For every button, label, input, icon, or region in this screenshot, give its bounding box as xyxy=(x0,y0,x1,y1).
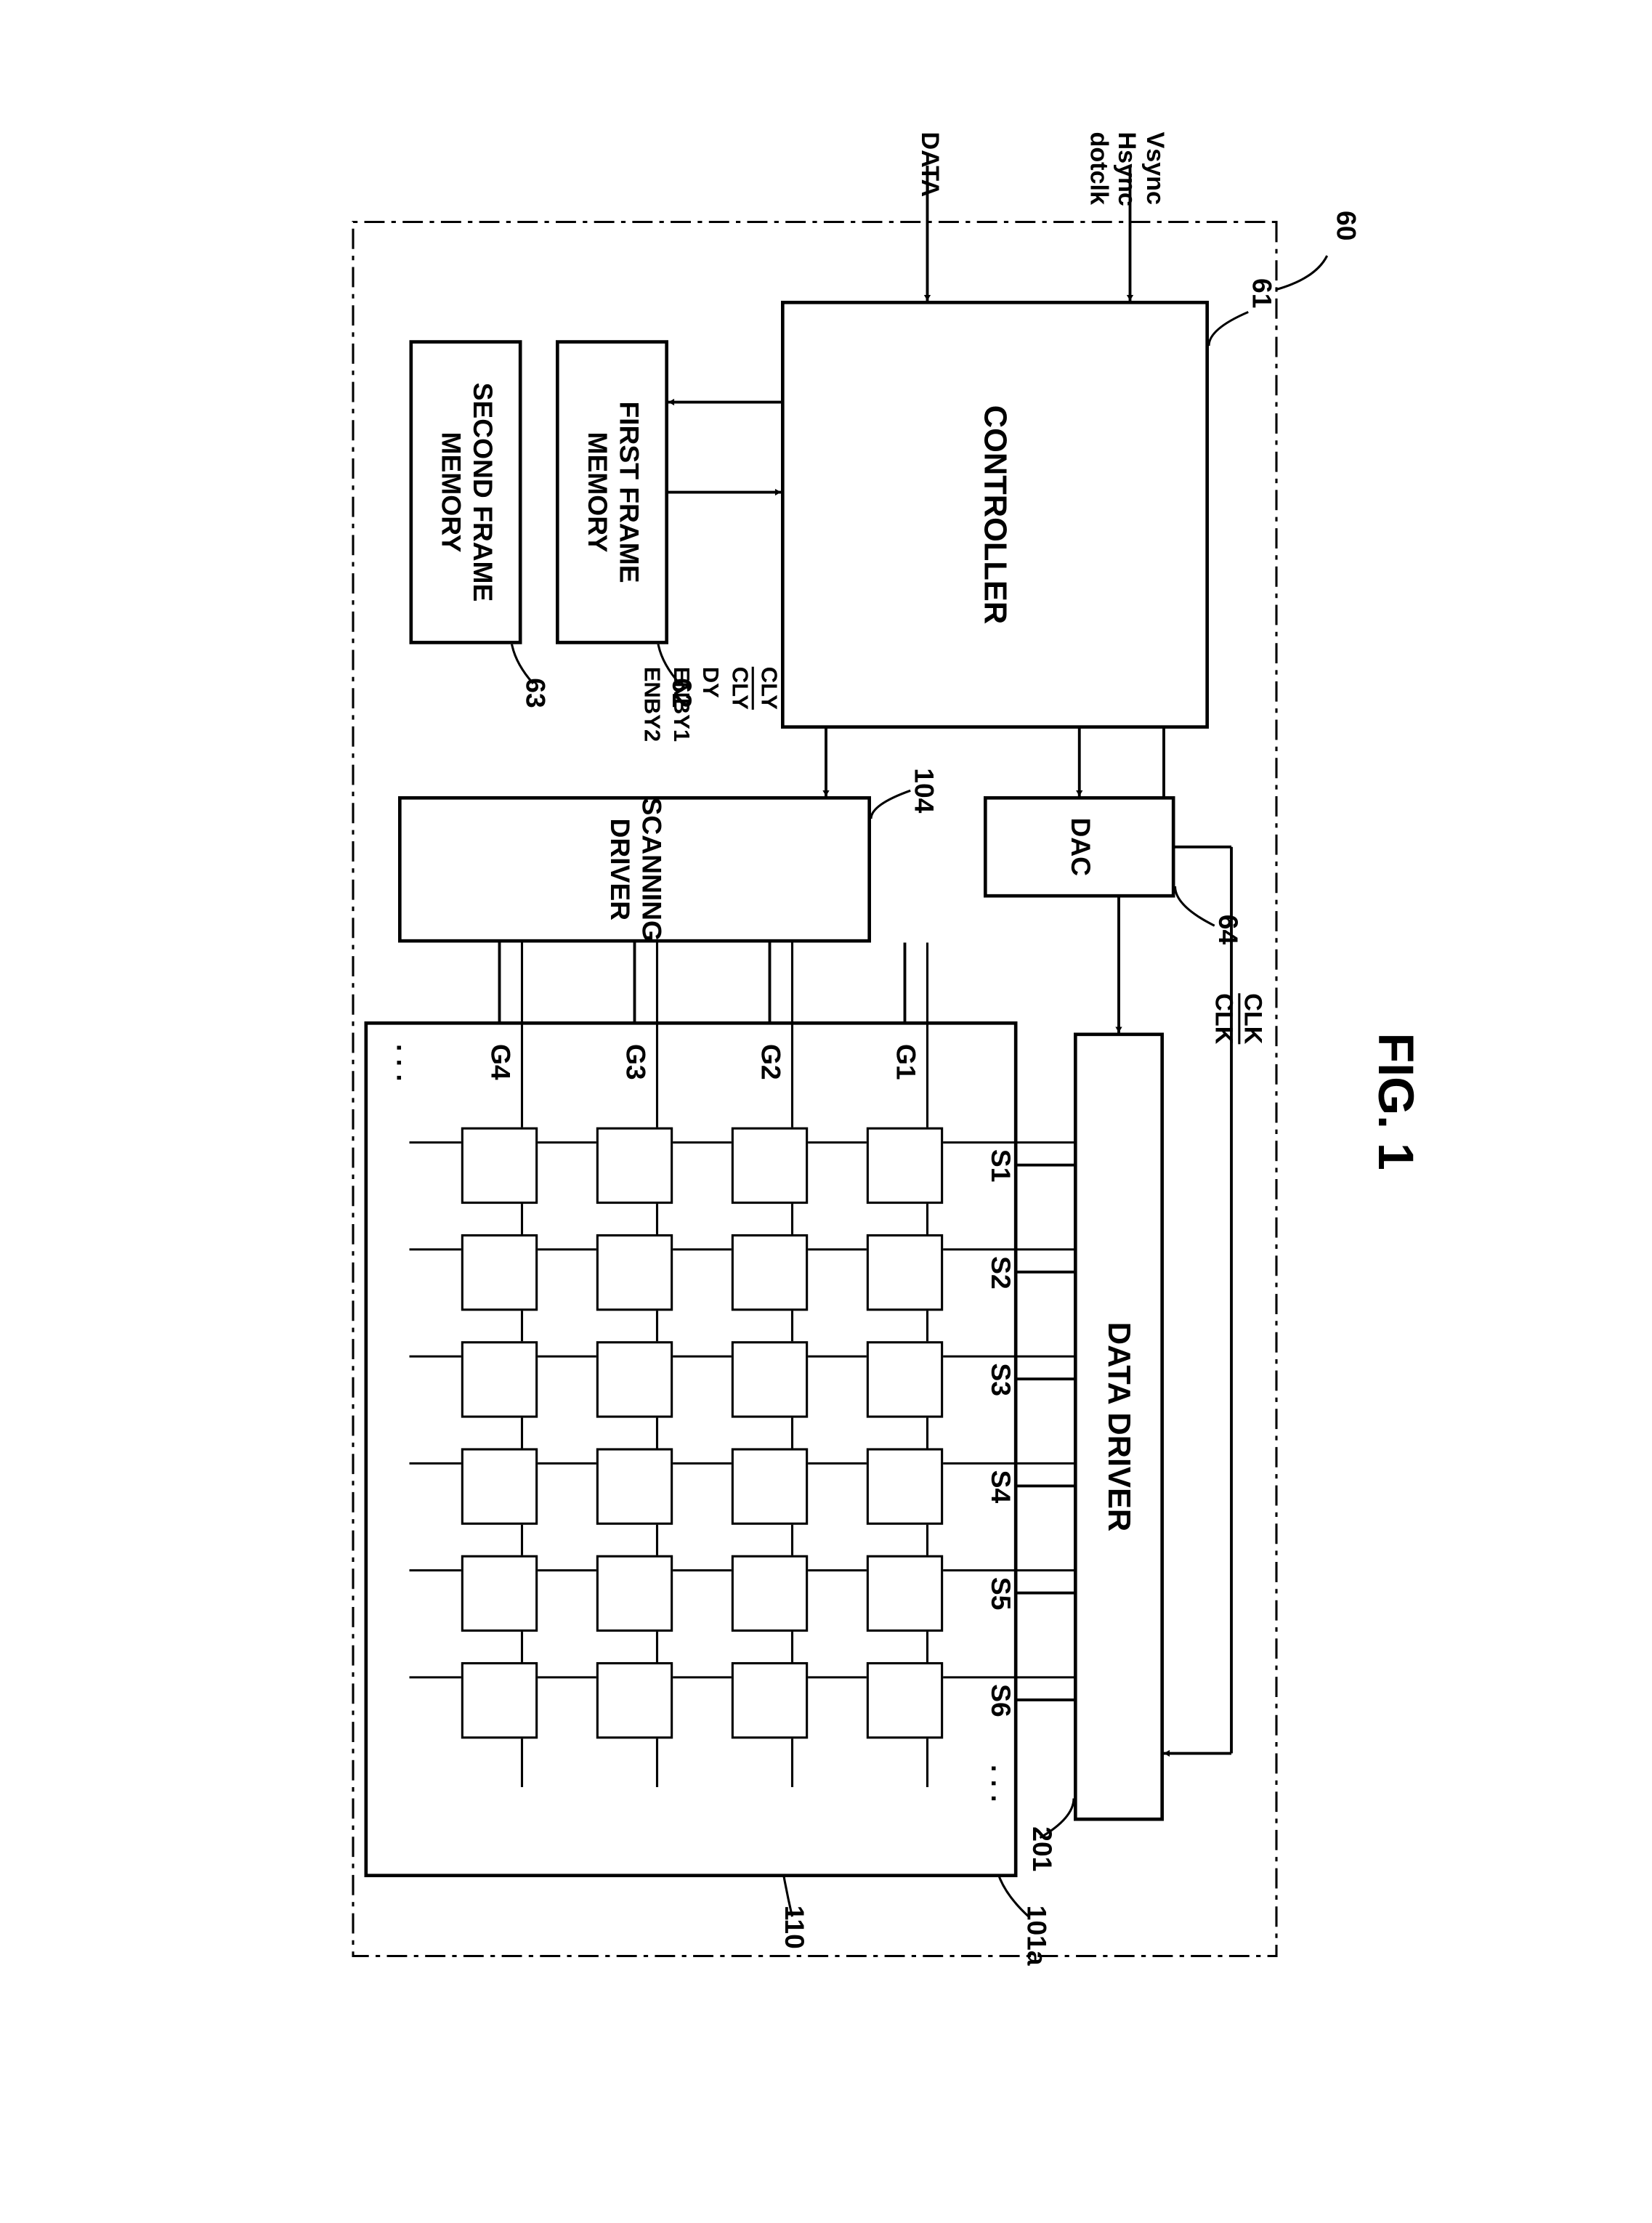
pixel-cell xyxy=(596,1448,673,1524)
signal-enby1: ENBY1 xyxy=(667,667,693,742)
pixel-cell xyxy=(596,1340,673,1417)
ref-panel: 101a xyxy=(1020,1906,1051,1966)
col-label: S3 xyxy=(984,1363,1015,1396)
controller-label: CONTROLLER xyxy=(977,405,1013,624)
pixel-cell xyxy=(461,1448,538,1524)
page: FIG. 1 CONTROLLER DAC DATA DRIVER xyxy=(0,0,1652,2223)
pixel-cell xyxy=(461,1555,538,1631)
col-label: S6 xyxy=(984,1684,1015,1717)
input-data: DATA xyxy=(915,132,944,198)
pixel-cell xyxy=(461,1234,538,1310)
ref-pixel: 110 xyxy=(777,1906,809,1949)
pixel-cell xyxy=(732,1234,808,1310)
ref-data-driver: 201 xyxy=(1025,1826,1056,1871)
rows-more: . . . xyxy=(389,1044,421,1082)
pixel-cell xyxy=(867,1661,943,1738)
signal-clk: CLK xyxy=(1238,993,1267,1044)
signal-cly: CLY xyxy=(755,667,781,710)
first-frame-memory-label: FIRST FRAMEMEMORY xyxy=(580,401,644,583)
row-label: G2 xyxy=(754,1044,785,1080)
dac-block: DAC xyxy=(984,796,1175,898)
ref-second-mem: 63 xyxy=(519,678,550,708)
cols-more: . . . xyxy=(984,1765,1015,1802)
pixel-cell xyxy=(867,1234,943,1310)
pixel-cell xyxy=(867,1127,943,1203)
signal-cly-bar: CLY xyxy=(726,667,752,710)
pixel-cell xyxy=(732,1127,808,1203)
input-dotclk: dotclk xyxy=(1084,132,1113,205)
data-driver-label: DATA DRIVER xyxy=(1101,1322,1137,1532)
pixel-cell xyxy=(596,1555,673,1631)
input-hsync: Hsync xyxy=(1112,132,1141,206)
col-label: S5 xyxy=(984,1577,1015,1611)
col-label: S2 xyxy=(984,1256,1015,1289)
ref-dac: 64 xyxy=(1211,915,1242,944)
scanning-driver-block: SCANNINGDRIVER xyxy=(398,796,871,943)
ref-controller: 61 xyxy=(1245,278,1276,308)
row-label: G1 xyxy=(889,1044,920,1080)
controller-block: CONTROLLER xyxy=(781,301,1209,729)
pixel-cell xyxy=(596,1661,673,1738)
data-driver-block: DATA DRIVER xyxy=(1074,1033,1164,1821)
input-vsync: Vsync xyxy=(1140,132,1169,205)
pixel-cell xyxy=(732,1448,808,1524)
pixel-cell xyxy=(732,1661,808,1738)
pixel-cell xyxy=(596,1234,673,1310)
second-frame-memory-label: SECOND FRAMEMEMORY xyxy=(434,383,498,602)
pixel-cell xyxy=(461,1661,538,1738)
scanning-driver-label: SCANNINGDRIVER xyxy=(603,798,666,942)
ref-scan-driver: 104 xyxy=(907,768,939,813)
signal-clk-bar: CLK xyxy=(1209,993,1238,1044)
ref-system: 60 xyxy=(1329,211,1361,240)
signal-dy: DY xyxy=(697,667,723,698)
dac-label: DAC xyxy=(1064,817,1095,876)
second-frame-memory-block: SECOND FRAMEMEMORY xyxy=(410,340,522,644)
col-label: S4 xyxy=(984,1470,1015,1504)
pixel-cell xyxy=(867,1555,943,1631)
pixel-cell xyxy=(461,1127,538,1203)
pixel-cell xyxy=(867,1340,943,1417)
pixel-cell xyxy=(732,1340,808,1417)
diagram-stage: FIG. 1 CONTROLLER DAC DATA DRIVER xyxy=(150,98,1502,2125)
first-frame-memory-block: FIRST FRAMEMEMORY xyxy=(556,340,668,644)
pixel-cell xyxy=(732,1555,808,1631)
pixel-cell xyxy=(867,1448,943,1524)
row-label: G4 xyxy=(484,1044,515,1080)
pixel-cell xyxy=(596,1127,673,1203)
col-label: S1 xyxy=(984,1149,1015,1183)
pixel-cell xyxy=(461,1340,538,1417)
row-label: G3 xyxy=(619,1044,650,1080)
signal-enby2: ENBY2 xyxy=(638,667,664,742)
